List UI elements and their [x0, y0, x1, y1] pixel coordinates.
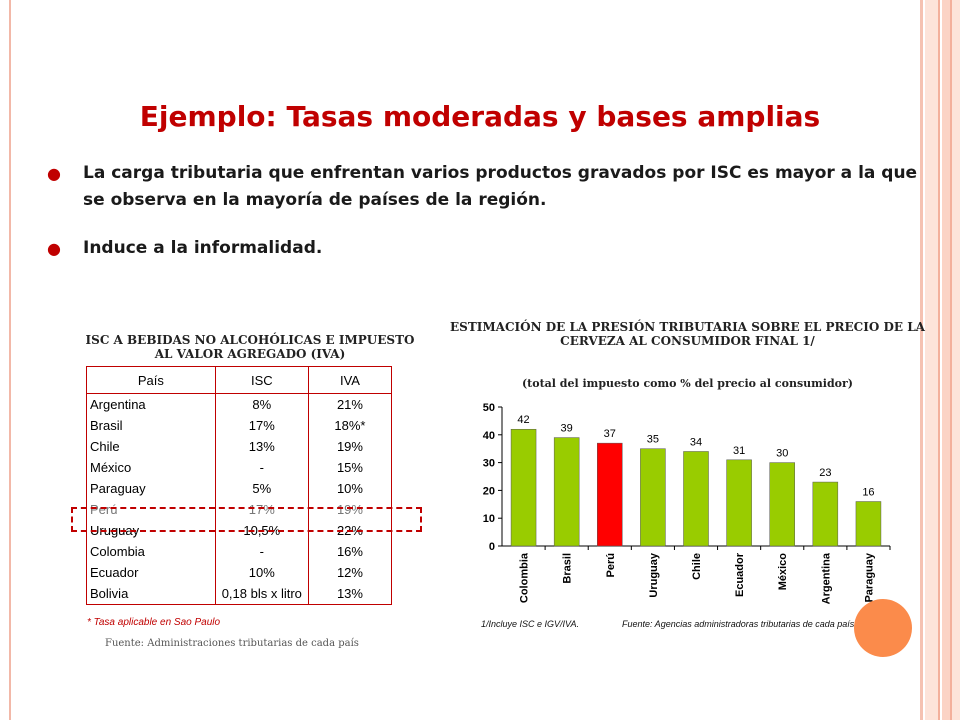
table-row: Paraguay 5% 10%	[86, 478, 393, 499]
bar	[597, 442, 623, 547]
cell-isc: 17%	[214, 499, 309, 520]
y-tick-label: 20	[483, 485, 495, 497]
table-row: Ecuador 10% 12%	[86, 562, 393, 583]
table-source: Fuente: Administraciones tributarias de …	[105, 638, 359, 649]
chart-title: ESTIMACIÓN DE LA PRESIÓN TRIBUTARIA SOBR…	[450, 320, 925, 348]
cell-pais: México	[86, 457, 216, 478]
table-row: Perú 17% 19%	[86, 499, 393, 520]
cell-isc: -	[214, 457, 309, 478]
cell-iva: 21%	[307, 393, 393, 415]
bar	[855, 501, 882, 547]
x-tick-label: Brasil	[562, 553, 574, 584]
cell-iva: 12%	[307, 562, 393, 583]
header-pais: País	[86, 366, 216, 394]
decorative-stripes	[920, 0, 960, 720]
bullet-list: ● La carga tributaria que enfrentan vari…	[45, 160, 935, 262]
chart-subtitle: (total del impuesto como % del precio al…	[521, 377, 854, 390]
table-header-row: País ISC IVA	[86, 366, 393, 394]
cell-iva: 19%	[307, 436, 393, 457]
header-iva: IVA	[307, 366, 393, 394]
table-row: Colombia -16%	[86, 541, 393, 562]
slide-title: Ejemplo: Tasas moderadas y bases amplias	[139, 100, 821, 133]
chart-note: 1/Incluye ISC e IGV/IVA.	[481, 619, 580, 629]
cell-isc: 13%	[214, 436, 309, 457]
cell-iva: 10%	[307, 478, 393, 499]
cell-pais: Ecuador	[86, 562, 216, 583]
cell-pais: Paraguay	[86, 478, 216, 499]
decorative-circle	[854, 599, 912, 657]
table-row: Bolivia 0,18 bls x litro 13%	[86, 583, 393, 605]
cell-iva: 19%	[307, 499, 393, 520]
y-tick-label: 30	[483, 458, 495, 470]
bar	[812, 481, 839, 547]
cell-iva: 15%	[307, 457, 393, 478]
highlight-dashed-box	[71, 507, 422, 532]
x-tick-label: Ecuador	[734, 552, 746, 597]
y-tick-label: 40	[483, 430, 495, 442]
cell-isc: 5%	[214, 478, 309, 499]
table-row: México -15%	[86, 457, 393, 478]
cell-iva: 13%	[307, 583, 393, 605]
slide-border-left	[9, 0, 11, 720]
data-label: 39	[561, 423, 573, 435]
data-label: 35	[647, 434, 659, 446]
bar	[510, 428, 537, 547]
x-tick-label: Chile	[691, 553, 703, 580]
bar	[640, 448, 666, 547]
cell-pais: Perú	[86, 499, 216, 520]
x-tick-label: Argentina	[820, 552, 832, 604]
cell-iva: 18%*	[307, 415, 393, 436]
cell-pais: Argentina	[86, 393, 216, 415]
cell-isc: -	[214, 541, 309, 562]
data-label: 42	[517, 414, 529, 426]
table-note: * Tasa aplicable en Sao Paulo	[87, 617, 221, 628]
table-caption: ISC A BEBIDAS NO ALCOHÓLICAS E IMPUESTO …	[85, 333, 415, 361]
cell-pais: Bolivia	[86, 583, 216, 605]
bullet-text: La carga tributaria que enfrentan varios…	[83, 163, 918, 210]
cell-isc: 10%	[214, 562, 309, 583]
data-label: 34	[690, 436, 702, 448]
table-row: Chile 13% 19%	[86, 436, 393, 457]
bar	[726, 459, 752, 547]
table-row: Brasil 17% 18%*	[86, 415, 393, 436]
data-label: 16	[862, 487, 874, 499]
bullet-dot-icon: ●	[47, 164, 61, 183]
y-tick-label: 0	[489, 541, 495, 553]
data-label: 31	[733, 445, 745, 457]
x-tick-label: Colombia	[519, 552, 531, 603]
bar	[553, 437, 580, 547]
cell-pais: Chile	[86, 436, 216, 457]
y-tick-label: 50	[483, 402, 495, 414]
cell-isc: 17%	[214, 415, 309, 436]
table-row: Argentina 8% 21%	[86, 393, 393, 415]
data-label: 37	[604, 428, 616, 440]
cell-isc: 8%	[214, 393, 309, 415]
cell-pais: Brasil	[86, 415, 216, 436]
data-label: 30	[776, 448, 788, 460]
bar	[683, 451, 709, 547]
y-tick-label: 10	[483, 513, 495, 525]
data-label: 23	[819, 467, 831, 479]
cell-pais: Colombia	[86, 541, 216, 562]
bullet-dot-icon: ●	[47, 239, 61, 258]
cell-isc: 0,18 bls x litro	[214, 583, 309, 605]
tax-table: País ISC IVA Argentina 8% 21% Brasil 17% 18%*…	[86, 366, 393, 605]
x-tick-label: México	[777, 553, 789, 591]
x-tick-label: Paraguay	[863, 552, 875, 602]
x-tick-label: Perú	[605, 553, 617, 577]
bullet-text: Induce a la informalidad.	[83, 238, 323, 258]
bullet-item: ● Induce a la informalidad.	[45, 235, 935, 262]
header-isc: ISC	[214, 366, 309, 394]
bar	[769, 462, 795, 547]
bar-chart: 0 10 20 30 40 50 42 Colombia 39 Brasil 37 Perú 35 Uru…	[483, 402, 891, 604]
cell-iva: 16%	[307, 541, 393, 562]
x-tick-label: Uruguay	[648, 552, 660, 598]
bullet-item: ● La carga tributaria que enfrentan vari…	[45, 160, 935, 214]
chart-source: Fuente: Agencias administradoras tributa…	[622, 619, 857, 629]
